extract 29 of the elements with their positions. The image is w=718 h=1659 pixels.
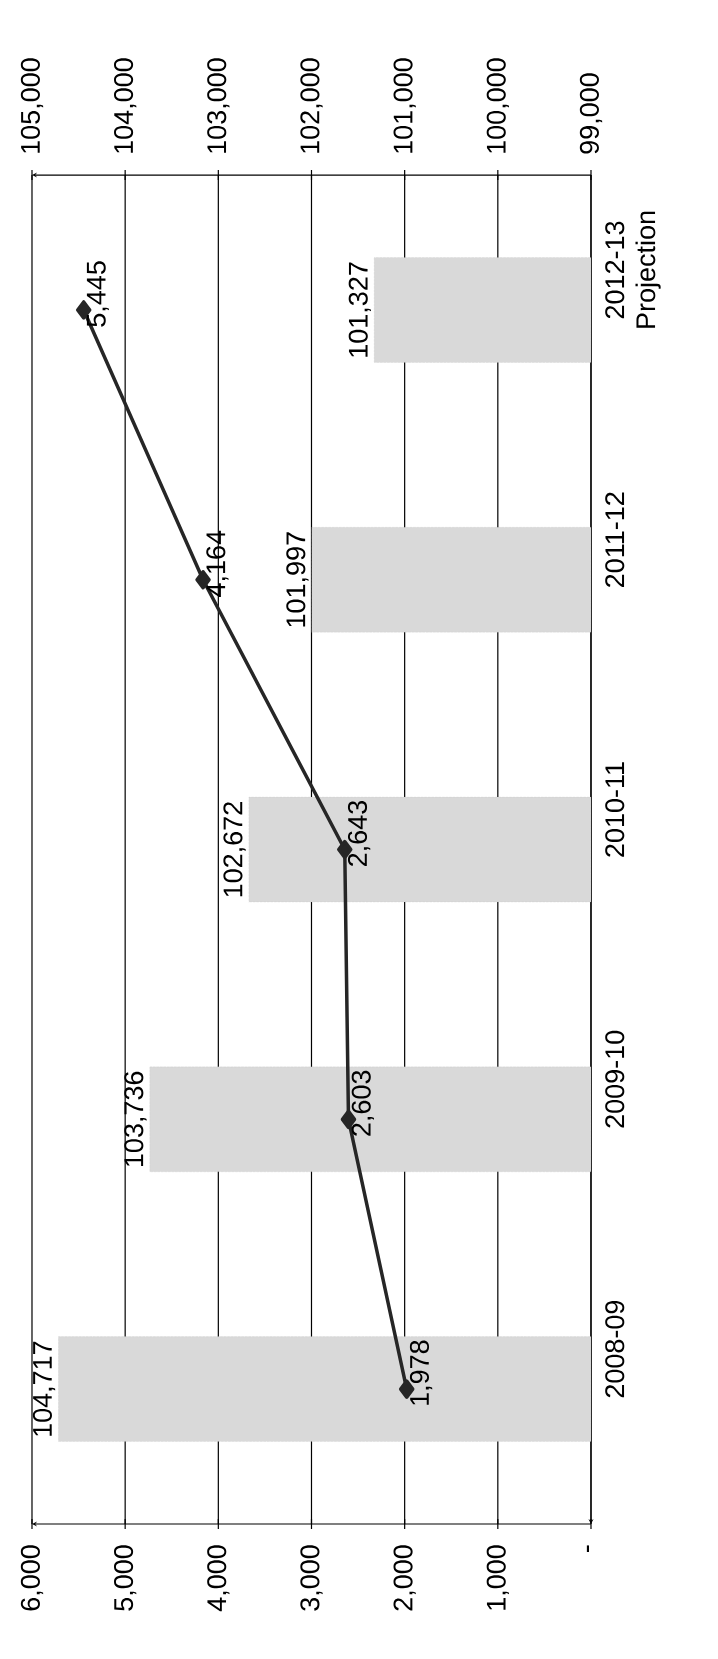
x-tick-label: 2,000 [393,1545,416,1611]
x2-tick-label: 99,000 [579,73,603,154]
x-tick-label: 1,000 [486,1545,509,1610]
x2-tick-label: 104,000 [114,58,137,153]
x-tick-label: 5,000 [114,1545,137,1611]
y-tick-label: 2010-11 [605,762,625,857]
data-label: 1,978 [409,1340,433,1405]
x2-tick-label: 101,000 [393,58,416,153]
data-label: 102,672 [223,802,246,897]
data-label: 101,997 [286,532,309,627]
y-tick-label: 2008-09 [605,1300,625,1398]
x-tick-label: - [586,1545,589,1552]
x2-tick-label: 103,000 [207,58,230,153]
x-tick-label: 6,000 [20,1545,44,1611]
y-tick-label: 2009-10 [605,1030,625,1128]
x2-tick-label: 105,000 [20,58,44,153]
data-label: 4,164 [206,530,229,597]
x-tick-label: 4,000 [207,1545,230,1612]
x-tick-label: 3,000 [300,1545,323,1611]
data-label: 5,445 [86,261,109,327]
y-tick-label: 2011-12 [605,492,625,587]
data-label: 103,736 [124,1071,147,1167]
y-tick-label: 2012-13 Projection [605,211,661,328]
data-label: 2,643 [347,800,371,866]
x2-tick-label: 100,000 [486,58,509,153]
data-label: 104,717 [32,1341,56,1436]
data-label: 101,327 [348,262,371,357]
data-label: 2,603 [351,1070,374,1136]
x2-tick-label: 102,000 [300,58,323,153]
